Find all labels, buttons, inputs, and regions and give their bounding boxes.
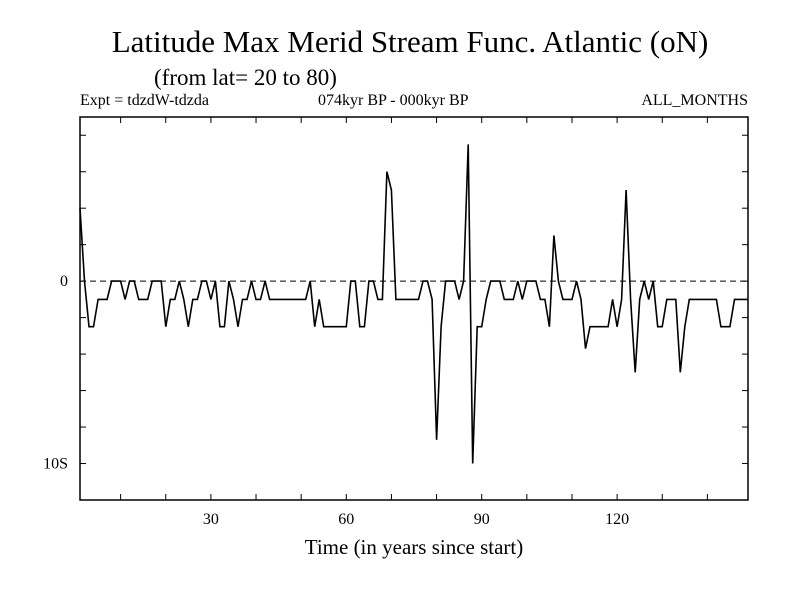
x-tick-label: 60 (338, 511, 354, 528)
plot-frame (79, 116, 749, 501)
x-tick-label: 120 (605, 511, 629, 528)
chart-subtitle: (from lat= 20 to 80) (154, 65, 337, 90)
months-label: ALL_MONTHS (641, 92, 748, 109)
series-line (79, 144, 748, 464)
chart-title: Latitude Max Merid Stream Func. Atlantic… (111, 24, 709, 59)
y-tick-label: 10S (43, 456, 68, 473)
x-tick-label: 30 (203, 511, 219, 528)
x-tick-label: 90 (474, 511, 490, 528)
x-axis-label: Time (in years since start) (304, 535, 524, 559)
y-tick-label: 0 (60, 273, 68, 290)
expt-label: Expt = tdzdW-tdzda (80, 92, 209, 109)
period-label: 074kyr BP - 000kyr BP (318, 92, 469, 109)
